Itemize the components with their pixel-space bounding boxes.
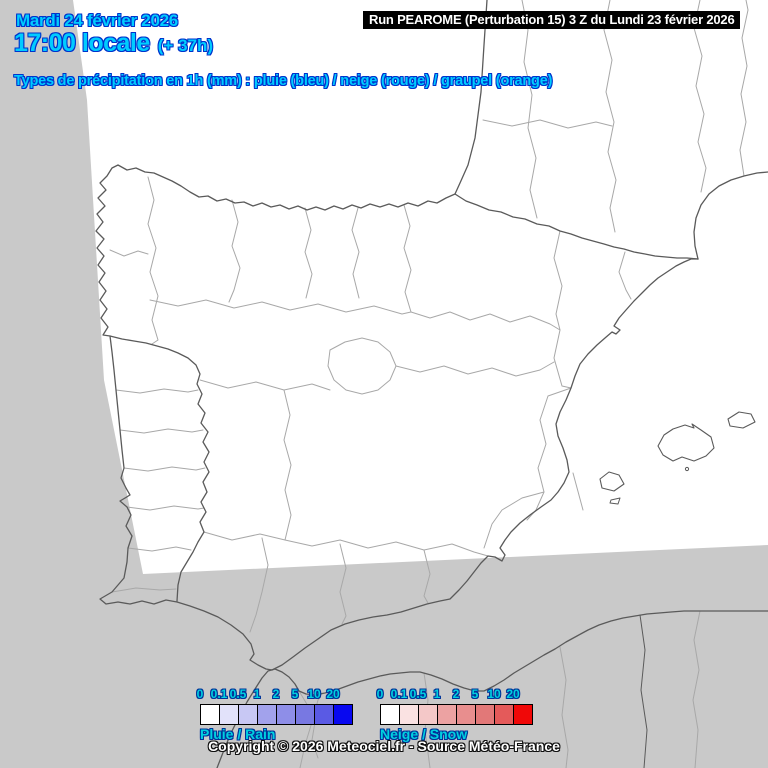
menorca-island xyxy=(727,411,756,429)
legend-threshold-label: 20 xyxy=(326,687,340,701)
snow-legend-label: Neige / Snow xyxy=(380,726,468,742)
legend-swatch xyxy=(437,704,457,725)
region-borders-layer xyxy=(109,0,749,768)
legend-threshold-label: 2 xyxy=(452,687,460,701)
legend-swatch xyxy=(333,704,353,725)
legend-swatch xyxy=(456,704,476,725)
legend-swatch xyxy=(513,704,533,725)
forecast-offset-label: (+ 37h) xyxy=(157,36,214,55)
legend-swatch xyxy=(257,704,277,725)
time-row: 17:00 locale (+ 37h) xyxy=(14,29,213,58)
legend-threshold-label: 0.1 xyxy=(390,687,408,701)
formentera-island xyxy=(609,497,621,505)
legend-swatch xyxy=(238,704,258,725)
legend-threshold-label: 1 xyxy=(433,687,441,701)
legend-threshold-label: 0.5 xyxy=(409,687,427,701)
model-domain xyxy=(73,0,768,574)
legend-threshold-label: 10 xyxy=(307,687,321,701)
legend-swatch xyxy=(219,704,239,725)
legend-threshold-label: 20 xyxy=(506,687,520,701)
snow-legend-swatches xyxy=(380,704,533,725)
legend-swatch xyxy=(314,704,334,725)
rain-legend-label: Pluie / Rain xyxy=(200,726,276,742)
legend-threshold-label: 0.5 xyxy=(229,687,247,701)
legend-swatch xyxy=(200,704,220,725)
date-label: Mardi 24 février 2026 xyxy=(16,11,178,30)
legend-swatch xyxy=(276,704,296,725)
product-subtitle: Types de précipitation en 1h (mm) : plui… xyxy=(14,73,553,89)
legend-threshold-label: 0.1 xyxy=(210,687,228,701)
copyright-label: Copyright © 2026 Meteociel.fr - Source M… xyxy=(208,738,560,754)
run-info-banner: Run PEAROME (Perturbation 15) 3 Z du Lun… xyxy=(363,11,741,29)
legend-threshold-label: 2 xyxy=(272,687,280,701)
coastlines-layer xyxy=(95,0,768,768)
legend-swatch xyxy=(475,704,495,725)
legend-swatch xyxy=(399,704,419,725)
cabrera-island xyxy=(684,466,690,472)
legend-threshold-label: 0 xyxy=(196,687,204,701)
legend-swatch xyxy=(418,704,438,725)
legend-threshold-label: 5 xyxy=(471,687,479,701)
snow-legend: 0 0.1 0.5 1 2 5 10 20 Neige / Snow xyxy=(377,687,533,742)
rain-legend-swatches xyxy=(200,704,353,725)
rain-legend-thresholds: 0 0.1 0.5 1 2 5 10 20 xyxy=(197,687,353,703)
legend-threshold-label: 5 xyxy=(291,687,299,701)
legend-swatch xyxy=(295,704,315,725)
legend-threshold-label: 10 xyxy=(487,687,501,701)
legend-swatch xyxy=(494,704,514,725)
local-time-label: 17:00 locale xyxy=(14,29,150,57)
legend-threshold-label: 0 xyxy=(376,687,384,701)
legend-swatch xyxy=(380,704,400,725)
snow-legend-thresholds: 0 0.1 0.5 1 2 5 10 20 xyxy=(377,687,533,703)
rain-legend: 0 0.1 0.5 1 2 5 10 20 Pluie / Rain xyxy=(197,687,353,742)
legend-threshold-label: 1 xyxy=(253,687,261,701)
mallorca-island xyxy=(657,423,715,462)
ibiza-island xyxy=(599,471,625,492)
